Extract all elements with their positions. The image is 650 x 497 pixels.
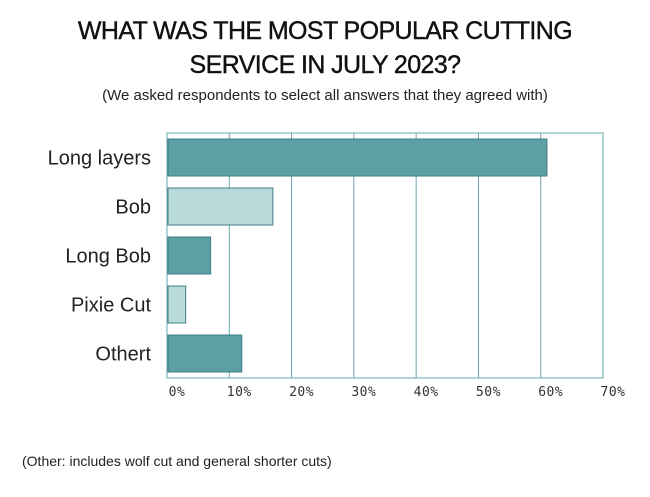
chart-title-line-2: SERVICE IN JULY 2023? — [189, 51, 461, 79]
category-label: Long layers — [48, 148, 151, 170]
plot-area-border — [166, 132, 604, 379]
chart-title: WHAT WAS THE MOST POPULAR CUTTING SERVIC… — [0, 14, 650, 82]
chart-footnote: (Other: includes wolf cut and general sh… — [22, 453, 332, 469]
x-tick-label: 30% — [351, 385, 376, 400]
chart-title-line-1: WHAT WAS THE MOST POPULAR CUTTING — [77, 17, 573, 45]
category-label: Othert — [95, 344, 151, 366]
bar — [167, 138, 548, 177]
bars — [167, 138, 548, 373]
x-tick-label: 40% — [414, 385, 439, 400]
x-tick-labels: 0% 10% 20% 30% 40% 50% 60% 70% — [169, 385, 626, 400]
bar — [167, 187, 274, 226]
x-tick-label: 50% — [476, 385, 501, 400]
x-tick-label: 70% — [601, 385, 626, 400]
category-label: Bob — [115, 197, 151, 219]
chart-subtitle: (We asked respondents to select all answ… — [102, 87, 548, 104]
category-labels: Long layers Bob Long Bob Pixie Cut Othert — [48, 148, 152, 366]
x-tick-label: 0% — [169, 385, 186, 400]
x-tick-label: 20% — [289, 385, 314, 400]
x-tick-label: 10% — [227, 385, 252, 400]
bar — [167, 236, 212, 275]
category-label: Pixie Cut — [71, 295, 151, 317]
category-label: Long Bob — [65, 246, 151, 268]
bar — [167, 334, 243, 373]
bar — [167, 285, 187, 324]
x-tick-label: 60% — [538, 385, 563, 400]
bar-chart: Long layers Bob Long Bob Pixie Cut Othert 0%… — [48, 132, 626, 400]
